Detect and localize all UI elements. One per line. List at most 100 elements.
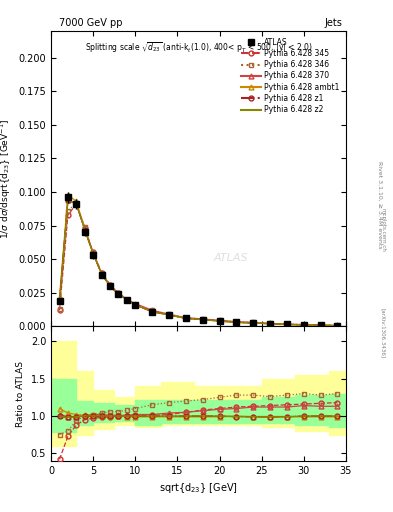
Pythia 6.428 z2 xyxy=(251,320,255,326)
Pythia 6.428 370 xyxy=(251,319,255,326)
Pythia 6.428 ambt1 xyxy=(301,322,306,328)
Pythia 6.428 z2 xyxy=(99,271,104,277)
Pythia 6.428 z1 xyxy=(184,315,188,322)
Pythia 6.428 370 xyxy=(335,323,340,329)
Line: Pythia 6.428 370: Pythia 6.428 370 xyxy=(57,198,340,328)
Pythia 6.428 z1 xyxy=(125,296,129,303)
Y-axis label: Ratio to ATLAS: Ratio to ATLAS xyxy=(16,360,25,426)
Pythia 6.428 370 xyxy=(217,317,222,324)
Pythia 6.428 346 xyxy=(217,317,222,324)
Pythia 6.428 345 xyxy=(268,321,272,327)
Pythia 6.428 ambt1 xyxy=(91,251,95,257)
Pythia 6.428 z2 xyxy=(318,322,323,328)
Pythia 6.428 ambt1 xyxy=(57,294,62,300)
Pythia 6.428 ambt1 xyxy=(285,322,289,328)
Pythia 6.428 ambt1 xyxy=(200,316,205,323)
Pythia 6.428 z2 xyxy=(66,197,70,203)
Pythia 6.428 ambt1 xyxy=(217,318,222,324)
Pythia 6.428 z1 xyxy=(335,323,340,329)
Pythia 6.428 z1 xyxy=(200,316,205,323)
Pythia 6.428 345 xyxy=(74,201,79,207)
Text: [arXiv:1306.3436]: [arXiv:1306.3436] xyxy=(381,308,386,358)
Text: Jets: Jets xyxy=(324,18,342,28)
Pythia 6.428 ambt1 xyxy=(335,323,340,329)
Pythia 6.428 370 xyxy=(125,296,129,303)
Pythia 6.428 ambt1 xyxy=(234,319,239,326)
Pythia 6.428 345 xyxy=(150,309,154,315)
Pythia 6.428 ambt1 xyxy=(251,320,255,326)
Pythia 6.428 ambt1 xyxy=(150,309,154,315)
Pythia 6.428 370 xyxy=(285,321,289,327)
Pythia 6.428 345 xyxy=(234,319,239,326)
Pythia 6.428 z2 xyxy=(91,251,95,257)
Pythia 6.428 ambt1 xyxy=(66,191,70,198)
Pythia 6.428 z2 xyxy=(150,309,154,315)
Pythia 6.428 z2 xyxy=(108,283,112,289)
Pythia 6.428 z2 xyxy=(200,316,205,323)
Pythia 6.428 z1 xyxy=(167,312,171,318)
Pythia 6.428 346 xyxy=(251,319,255,326)
Pythia 6.428 ambt1 xyxy=(99,271,104,277)
Pythia 6.428 z2 xyxy=(116,291,121,297)
Text: Splitting scale $\sqrt{d_{23}}$ (anti-k$_t$(1.0), 400< p$_T$ < 500, |y| < 2.0): Splitting scale $\sqrt{d_{23}}$ (anti-k$… xyxy=(84,39,312,55)
Pythia 6.428 345 xyxy=(217,318,222,324)
Pythia 6.428 ambt1 xyxy=(133,302,138,308)
Pythia 6.428 345 xyxy=(167,312,171,318)
Pythia 6.428 345 xyxy=(200,316,205,323)
Pythia 6.428 346 xyxy=(91,249,95,255)
Pythia 6.428 370 xyxy=(66,197,70,203)
Pythia 6.428 346 xyxy=(133,302,138,308)
Line: Pythia 6.428 345: Pythia 6.428 345 xyxy=(57,202,340,328)
Pythia 6.428 z2 xyxy=(167,312,171,318)
Line: Pythia 6.428 z2: Pythia 6.428 z2 xyxy=(59,200,338,326)
Pythia 6.428 370 xyxy=(57,298,62,304)
Pythia 6.428 z1 xyxy=(318,322,323,328)
Pythia 6.428 345 xyxy=(57,307,62,313)
Text: ATLAS: ATLAS xyxy=(213,253,248,263)
Pythia 6.428 346 xyxy=(285,321,289,327)
Text: mcplots.cern.ch: mcplots.cern.ch xyxy=(381,208,386,252)
Pythia 6.428 370 xyxy=(318,322,323,328)
Text: Rivet 3.1.10, ≥ 3.4M events: Rivet 3.1.10, ≥ 3.4M events xyxy=(377,161,382,249)
Pythia 6.428 z2 xyxy=(57,298,62,304)
Pythia 6.428 ambt1 xyxy=(74,198,79,204)
Pythia 6.428 346 xyxy=(268,321,272,327)
Pythia 6.428 345 xyxy=(335,323,340,329)
Y-axis label: 1/$\sigma$ d$\sigma$/dsqrt{d$_{23}$} [GeV$^{-1}$]: 1/$\sigma$ d$\sigma$/dsqrt{d$_{23}$} [Ge… xyxy=(0,119,13,239)
Pythia 6.428 ambt1 xyxy=(268,321,272,327)
Pythia 6.428 z2 xyxy=(83,226,87,232)
Pythia 6.428 370 xyxy=(184,314,188,321)
Pythia 6.428 370 xyxy=(200,316,205,322)
Pythia 6.428 z1 xyxy=(91,251,95,257)
Pythia 6.428 z1 xyxy=(285,322,289,328)
Pythia 6.428 z1 xyxy=(301,322,306,328)
Pythia 6.428 345 xyxy=(116,290,121,296)
Pythia 6.428 370 xyxy=(167,311,171,317)
Pythia 6.428 346 xyxy=(57,306,62,312)
Pythia 6.428 z1 xyxy=(108,283,112,289)
Pythia 6.428 z2 xyxy=(217,318,222,324)
Pythia 6.428 ambt1 xyxy=(167,312,171,318)
Pythia 6.428 z1 xyxy=(268,321,272,327)
Line: Pythia 6.428 z1: Pythia 6.428 z1 xyxy=(57,198,340,328)
Pythia 6.428 z1 xyxy=(74,201,79,207)
Pythia 6.428 z1 xyxy=(99,271,104,277)
Pythia 6.428 ambt1 xyxy=(83,226,87,232)
Pythia 6.428 346 xyxy=(108,282,112,288)
Pythia 6.428 345 xyxy=(184,315,188,322)
Pythia 6.428 346 xyxy=(335,323,340,329)
Pythia 6.428 z2 xyxy=(125,296,129,303)
Pythia 6.428 370 xyxy=(83,226,87,232)
Pythia 6.428 345 xyxy=(285,322,289,328)
Legend: ATLAS, Pythia 6.428 345, Pythia 6.428 346, Pythia 6.428 370, Pythia 6.428 ambt1,: ATLAS, Pythia 6.428 345, Pythia 6.428 34… xyxy=(239,34,342,117)
Pythia 6.428 345 xyxy=(301,322,306,328)
Pythia 6.428 346 xyxy=(234,318,239,325)
Pythia 6.428 345 xyxy=(108,282,112,288)
Pythia 6.428 346 xyxy=(200,316,205,322)
Pythia 6.428 z2 xyxy=(234,319,239,326)
Pythia 6.428 346 xyxy=(318,322,323,328)
Pythia 6.428 345 xyxy=(83,225,87,231)
Text: 7000 GeV pp: 7000 GeV pp xyxy=(59,18,123,28)
Pythia 6.428 ambt1 xyxy=(318,322,323,328)
Pythia 6.428 370 xyxy=(150,307,154,313)
